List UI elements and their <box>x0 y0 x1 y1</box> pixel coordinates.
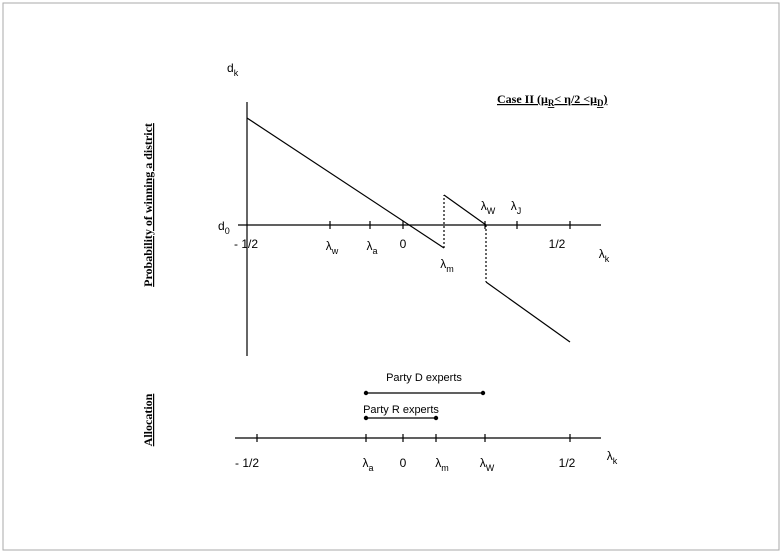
title-part: < η/2 <μ <box>554 92 597 106</box>
case-title: Case II (μR< η/2 <μD) <box>497 92 607 108</box>
label-base: λ <box>607 449 613 463</box>
axis-label: 1/2 <box>549 237 566 251</box>
axis-label: 0 <box>400 456 407 470</box>
axis-label: λk <box>607 449 618 466</box>
label-sub: W <box>487 206 496 216</box>
label-base: λ <box>326 239 332 253</box>
label-base: 1/2 <box>549 237 566 251</box>
endpoint <box>363 390 369 396</box>
label-base: λ <box>440 257 446 271</box>
allocation-label: Allocation <box>141 393 155 446</box>
origin-label: d0 <box>218 219 230 236</box>
axis-labels: - 1/2 λa 0 λm λW 1/2 λk <box>235 449 618 473</box>
axis-label: λa <box>362 456 373 473</box>
axis-label: λa <box>366 239 377 256</box>
title-part: D <box>597 98 604 108</box>
label-sub: a <box>368 463 373 473</box>
label-sub: m <box>441 463 449 473</box>
curve-segment <box>246 117 445 249</box>
label-base: λ <box>435 456 441 470</box>
label-sub: J <box>517 206 522 216</box>
party-d-label: Party D experts <box>386 372 462 384</box>
axis-label: λw <box>326 239 339 256</box>
label-base: λ <box>366 239 372 253</box>
axis-label: 1/2 <box>559 456 576 470</box>
axis-label: λJ <box>511 199 522 216</box>
label-sub: W <box>486 463 495 473</box>
y-axis-label: Probability of winning a district <box>141 123 155 287</box>
endpoint <box>363 415 369 421</box>
endpoint <box>480 390 486 396</box>
axis-label: λW <box>480 456 495 473</box>
label-base: 0 <box>400 456 407 470</box>
label-sub: m <box>446 264 454 274</box>
label-sub: k <box>605 254 610 264</box>
title-part: R <box>548 98 555 108</box>
label-base: λ <box>362 456 368 470</box>
axis-label: - 1/2 <box>235 456 259 470</box>
label-base: λ <box>511 199 517 213</box>
label-base: 0 <box>400 237 407 251</box>
label-base: - 1/2 <box>234 237 258 251</box>
label-sub: w <box>331 246 339 256</box>
label-base: λ <box>599 247 605 261</box>
title-part: ) <box>603 92 607 106</box>
axis-label: λk <box>599 247 610 264</box>
label-base: 1/2 <box>559 456 576 470</box>
ticks <box>256 434 571 442</box>
label-base: λ <box>480 456 486 470</box>
axis-label: λm <box>440 257 454 274</box>
label-sub: k <box>613 456 618 466</box>
axis-label: λm <box>435 456 449 473</box>
label-base: λ <box>481 199 487 213</box>
party-r-label: Party R experts <box>363 404 439 416</box>
y-axis-symbol: dk <box>227 61 239 78</box>
axis-label: 0 <box>400 237 407 251</box>
curve-segment <box>443 194 487 226</box>
label-sub: a <box>372 246 377 256</box>
axis-label: - 1/2 <box>234 237 258 251</box>
axis-label: λW <box>481 199 496 216</box>
endpoint <box>433 415 439 421</box>
curve-segment <box>485 281 571 343</box>
label-base: - 1/2 <box>235 456 259 470</box>
title-part: Case II (μ <box>497 92 548 106</box>
